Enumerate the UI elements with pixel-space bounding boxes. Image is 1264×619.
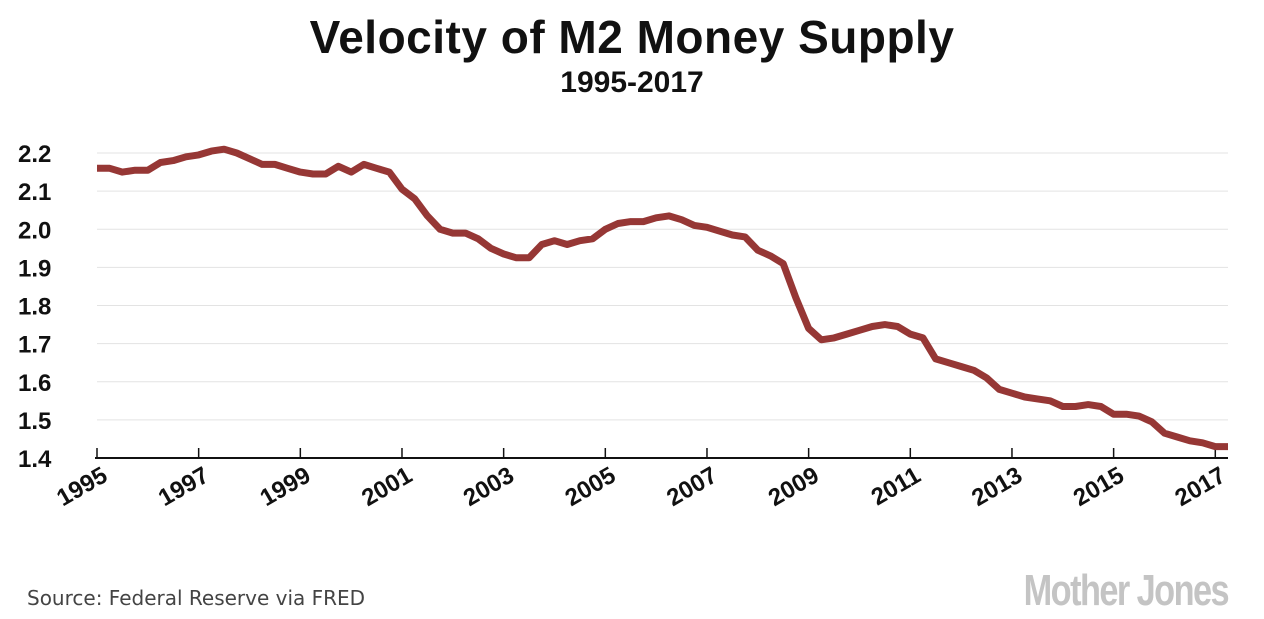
y-tick-label: 2.1 [18,179,51,206]
x-tick-label: 2003 [459,462,519,512]
series-line [97,145,1228,451]
x-axis: 1995 1997 1999 2001 2003 2005 2007 2009 2011 2013… [52,448,1230,512]
x-tick-label: 1999 [256,462,316,512]
chart-title: Velocity of M2 Money Supply [309,11,955,63]
y-tick-label: 1.6 [18,370,51,397]
mother-jones-logo: Mother Jones [1023,566,1230,615]
x-tick-label: 2005 [561,462,621,512]
chart-subtitle: 1995-2017 [560,66,704,99]
y-tick-label: 1.9 [18,255,51,282]
y-tick-label: 1.8 [18,294,51,321]
y-tick-label: 1.7 [18,332,51,359]
x-tick-label: 1995 [52,462,112,512]
x-tick-label: 2013 [967,462,1027,512]
y-tick-label: 1.4 [18,446,52,473]
x-tick-label: 2011 [867,462,926,511]
x-tick-label: 2001 [357,462,417,512]
source-note: Source: Federal Reserve via FRED [27,586,366,610]
x-tick-label: 2009 [764,462,824,512]
series [96,145,1229,451]
y-tick-label: 1.5 [18,408,51,435]
y-axis-ticks: 1.4 1.5 1.6 1.7 1.8 1.9 2.0 2.1 2.2 [18,141,52,473]
x-tick-label: 1997 [154,462,214,512]
x-tick-label: 2015 [1069,462,1129,512]
x-tick-label: 2007 [662,462,722,512]
x-tick-label: 2017 [1171,462,1231,512]
gridlines [97,152,1228,421]
y-tick-label: 2.2 [18,141,51,168]
y-tick-label: 2.0 [18,217,51,244]
